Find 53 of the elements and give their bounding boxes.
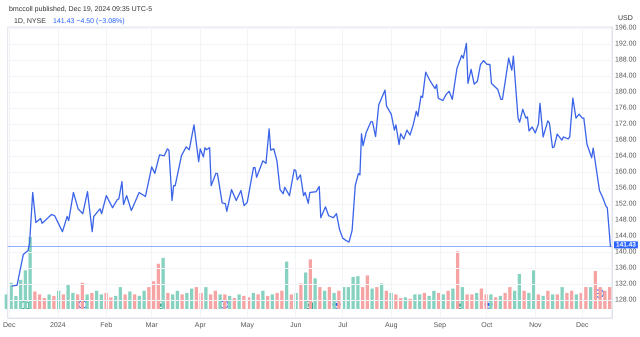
bar (166, 292, 170, 309)
bar (422, 292, 426, 309)
bar (404, 297, 408, 309)
bar (556, 294, 560, 309)
bar (451, 288, 455, 309)
bar (128, 291, 132, 309)
bar (384, 290, 388, 309)
bar (261, 290, 265, 309)
bar (223, 294, 227, 309)
bar (266, 296, 270, 309)
bar (456, 251, 460, 309)
bar (52, 296, 56, 309)
bar (132, 294, 136, 309)
bar (328, 287, 332, 309)
bar (232, 298, 236, 309)
bar (322, 290, 326, 309)
bar (284, 262, 288, 309)
bar (62, 294, 66, 309)
bar (313, 278, 317, 309)
bar (498, 296, 502, 309)
bar (123, 294, 127, 309)
bar (256, 294, 260, 309)
bar (242, 296, 246, 309)
bar (237, 294, 241, 309)
bar (536, 294, 540, 309)
bar (290, 294, 294, 309)
bar (408, 298, 412, 309)
bar (550, 294, 554, 309)
bar (380, 283, 384, 309)
bar (47, 294, 51, 309)
bar (304, 272, 308, 309)
bar (161, 258, 165, 309)
bar (90, 292, 94, 309)
bar (588, 287, 592, 309)
bar (546, 290, 550, 309)
bar (318, 287, 322, 309)
bar (370, 288, 374, 309)
bar (308, 259, 312, 309)
bar (204, 287, 208, 309)
bar (442, 294, 446, 309)
bar (270, 294, 274, 309)
bar (299, 283, 303, 309)
bar (474, 292, 478, 309)
bar (460, 287, 464, 309)
bar (574, 294, 578, 309)
bar (446, 290, 450, 309)
bar (541, 296, 545, 309)
bar (560, 287, 564, 309)
bar (522, 290, 526, 309)
bar (180, 294, 184, 309)
bar (584, 287, 588, 309)
bar (252, 292, 256, 309)
bar (375, 287, 379, 309)
